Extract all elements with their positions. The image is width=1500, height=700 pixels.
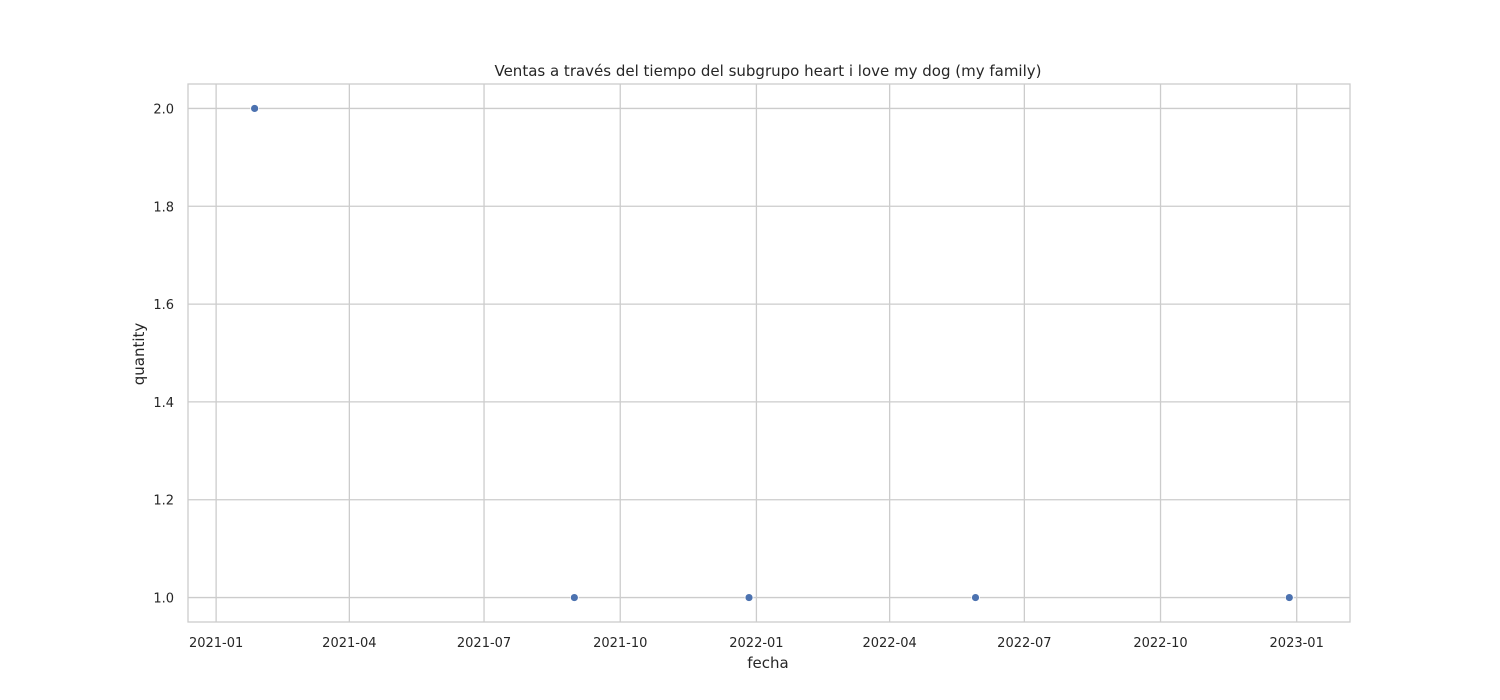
x-tick-label: 2022-04 — [862, 636, 916, 651]
data-point — [1284, 593, 1294, 602]
y-tick-label: 1.2 — [153, 494, 174, 509]
plot-border — [187, 83, 1351, 623]
chart-title: Ventas a través del tiempo del subgrupo … — [494, 62, 1041, 80]
x-tick-label: 2021-07 — [457, 636, 511, 651]
plot-frame — [187, 83, 1351, 623]
x-tick-label: 2022-10 — [1133, 636, 1187, 651]
data-points — [250, 104, 1294, 602]
x-tick-label: 2023-01 — [1270, 636, 1324, 651]
data-point — [744, 593, 754, 602]
data-point — [250, 104, 260, 113]
x-tick-label: 2022-07 — [997, 636, 1051, 651]
y-tick-label: 1.8 — [153, 200, 174, 215]
grid-lines — [188, 84, 1350, 622]
y-tick-label: 1.4 — [153, 396, 174, 411]
y-tick-label: 2.0 — [153, 102, 174, 117]
y-tick-label: 1.6 — [153, 298, 174, 313]
y-axis-ticks: 1.0 1.2 1.4 1.6 1.8 2.0 — [153, 102, 174, 606]
x-axis-label: fecha — [747, 654, 788, 672]
data-point — [971, 593, 980, 602]
x-tick-label: 2021-04 — [322, 636, 376, 651]
x-axis-ticks: 2021-01 2021-04 2021-07 2021-10 2022-01 2022-… — [189, 636, 1324, 651]
y-axis-label: quantity — [130, 323, 148, 386]
x-tick-label: 2021-10 — [593, 636, 647, 651]
x-tick-label: 2022-01 — [729, 636, 783, 651]
y-tick-label: 1.0 — [153, 592, 174, 607]
data-point — [569, 593, 579, 602]
x-tick-label: 2021-01 — [189, 636, 243, 651]
